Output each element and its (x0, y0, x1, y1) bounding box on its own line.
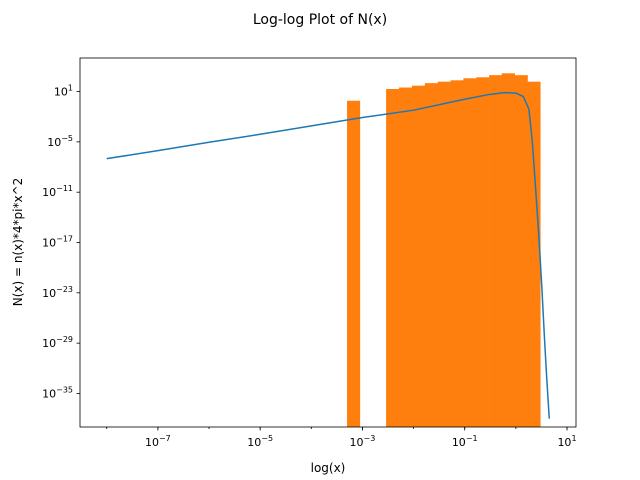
y-axis: 101 10−5 10−11 10−17 10−23 10−29 10−35 (42, 84, 80, 400)
chart-title: Log-log Plot of N(x) (253, 12, 387, 28)
y-tick-label: 10−29 (42, 335, 73, 350)
x-tick-label: 101 (557, 434, 576, 449)
histogram-bar (399, 87, 413, 427)
x-tick-label: 10−7 (145, 434, 171, 449)
x-axis: 10−7 10−5 10−3 10−1 101 (106, 427, 577, 449)
histogram-bar (501, 73, 516, 427)
histogram-bar (347, 100, 361, 427)
x-axis-label: log(x) (311, 461, 346, 475)
x-tick-label: 10−3 (350, 434, 376, 449)
histogram-bar (411, 85, 426, 427)
histogram-bar (386, 89, 400, 427)
histogram-bar (489, 75, 503, 427)
histogram-bar (527, 81, 541, 427)
histogram-bar (450, 80, 464, 427)
histogram-bar (437, 81, 451, 427)
series-line (106, 91, 551, 419)
y-axis-label: N(x) = n(x)*4*pi*x^2 (11, 178, 25, 307)
histogram-bar (476, 77, 490, 427)
y-tick-label: 10−17 (42, 235, 73, 250)
x-tick-label: 10−1 (452, 434, 478, 449)
histogram-bar (424, 83, 438, 427)
plot-area (106, 73, 551, 427)
y-tick-label: 101 (54, 84, 73, 99)
y-tick-label: 10−23 (42, 285, 73, 300)
y-tick-label: 10−5 (47, 134, 73, 149)
y-tick-label: 10−11 (42, 184, 73, 199)
x-tick-label: 10−5 (247, 434, 273, 449)
histogram-bar (463, 78, 477, 427)
histogram-bar (514, 75, 528, 427)
y-tick-label: 10−35 (42, 385, 73, 400)
